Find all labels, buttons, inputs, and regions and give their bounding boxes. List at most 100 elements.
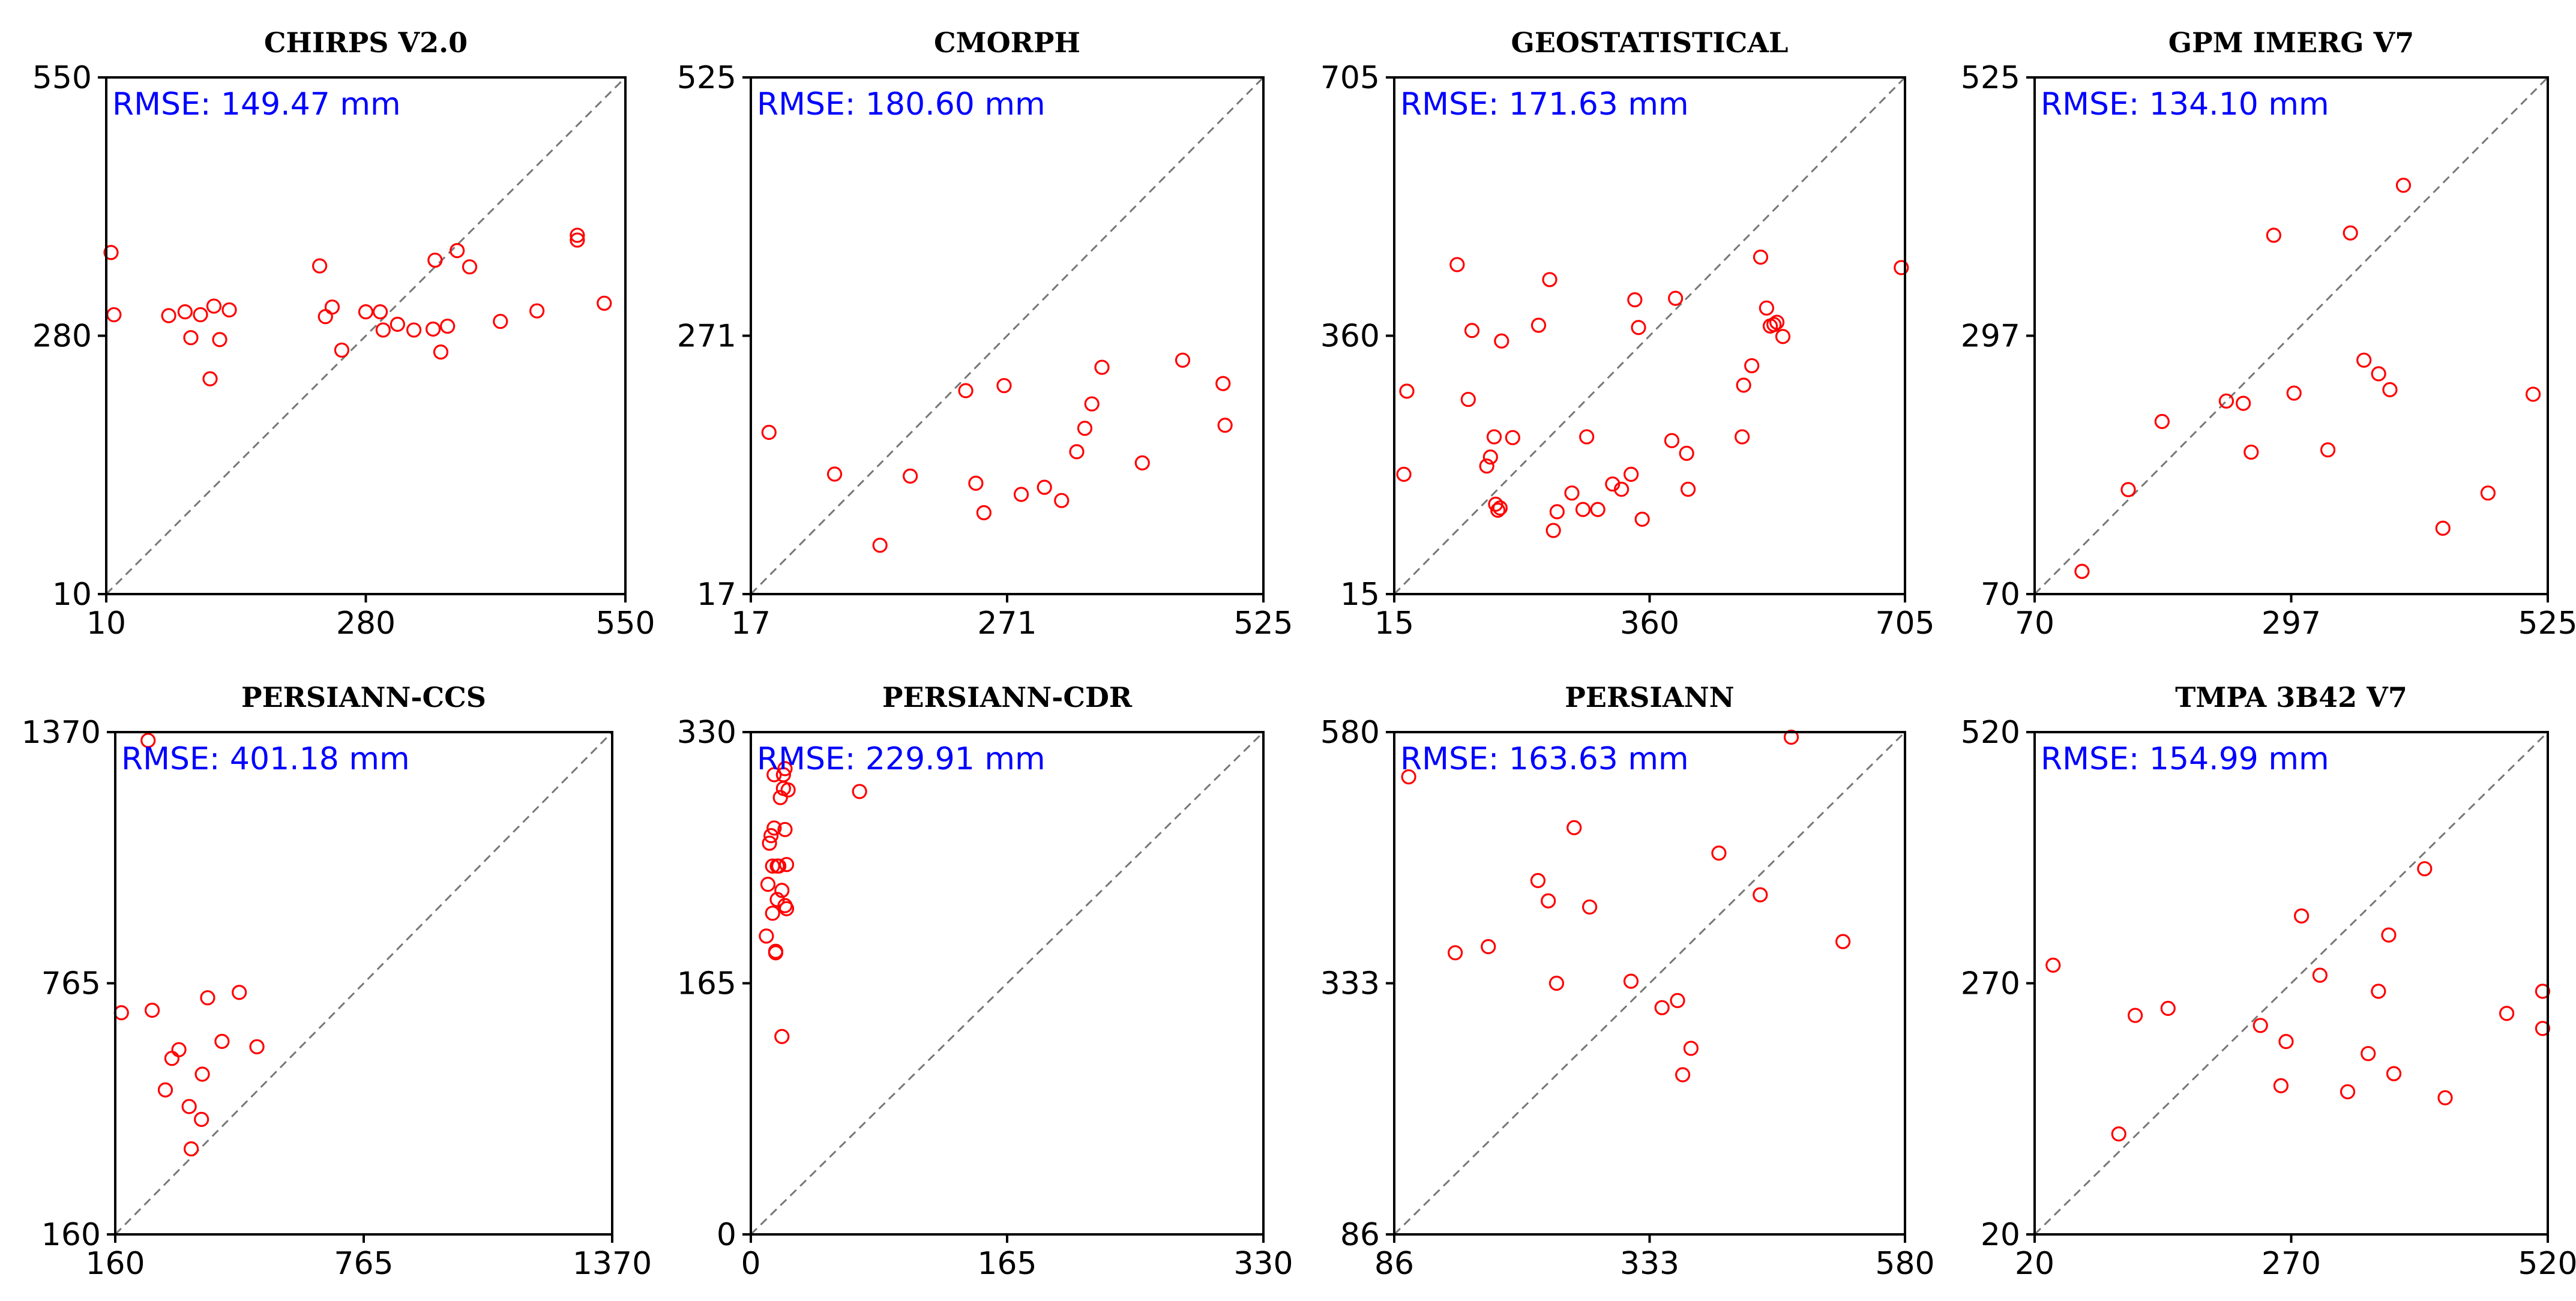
- data-point: [1013, 487, 1029, 502]
- y-tick-label: 333: [1320, 966, 1380, 1002]
- data-point: [2045, 957, 2061, 973]
- data-point: [1631, 320, 1646, 335]
- data-point: [2127, 1008, 2143, 1023]
- data-point: [1094, 359, 1110, 375]
- panel-title: GEOSTATISTICAL: [1511, 26, 1789, 59]
- y-tick-label: 160: [41, 1217, 101, 1253]
- data-point: [774, 883, 790, 898]
- data-point: [2236, 395, 2251, 411]
- data-point: [1037, 479, 1052, 495]
- data-point: [427, 252, 443, 268]
- data-point: [1215, 376, 1231, 391]
- data-point: [1492, 500, 1508, 516]
- scatter-panel: CHIRPS V2.0 10 280 550 10 280 550 RMSE: 149.47 …: [32, 26, 655, 641]
- data-point: [1634, 511, 1650, 527]
- data-point: [774, 1029, 790, 1044]
- data-point: [1479, 458, 1494, 474]
- data-point: [1542, 272, 1557, 287]
- data-point: [181, 1099, 197, 1114]
- data-point: [1775, 329, 1791, 344]
- y-tick-label: 1370: [22, 715, 101, 751]
- rmse-annotation: RMSE: 163.63 mm: [1400, 741, 1689, 777]
- data-point: [1624, 466, 1639, 482]
- data-point: [2120, 482, 2136, 497]
- data-point: [903, 468, 918, 484]
- rmse-annotation: RMSE: 180.60 mm: [757, 86, 1046, 122]
- x-tick-label: 333: [1620, 1246, 1679, 1282]
- rmse-annotation: RMSE: 134.10 mm: [2041, 86, 2329, 122]
- data-point: [2074, 563, 2090, 579]
- data-point: [372, 304, 388, 320]
- data-point: [768, 943, 784, 959]
- one-to-one-line: [1393, 76, 1906, 595]
- data-point: [1054, 493, 1070, 508]
- data-point: [2294, 908, 2310, 924]
- data-point: [2160, 1000, 2176, 1016]
- data-point: [1783, 729, 1799, 745]
- data-point: [1753, 887, 1768, 903]
- data-point: [1575, 502, 1591, 517]
- data-point: [2243, 444, 2259, 460]
- data-point: [2480, 485, 2496, 501]
- y-tick-label: 525: [677, 60, 736, 96]
- data-point: [872, 538, 888, 553]
- data-point: [778, 901, 795, 916]
- data-point: [2252, 1018, 2268, 1033]
- data-point: [1683, 1041, 1699, 1056]
- data-point: [106, 307, 122, 323]
- x-tick-label: 70: [2015, 605, 2054, 641]
- data-point: [1675, 1067, 1691, 1083]
- data-point: [968, 475, 984, 491]
- data-point: [1401, 769, 1416, 785]
- data-point: [766, 820, 782, 836]
- data-point: [183, 1141, 199, 1157]
- y-tick-label: 550: [32, 60, 92, 96]
- data-point: [406, 322, 422, 338]
- x-tick-label: 1370: [573, 1246, 652, 1282]
- scatter-panel: GEOSTATISTICAL 15 360 705 15 360 705 RMSE: 171.…: [1320, 26, 1935, 641]
- data-point: [777, 822, 793, 837]
- data-point: [1679, 445, 1694, 461]
- data-point: [772, 790, 788, 805]
- y-tick-label: 765: [41, 966, 101, 1002]
- panel-title: PERSIANN-CDR: [882, 681, 1133, 714]
- data-point: [1490, 502, 1506, 518]
- rmse-annotation: RMSE: 401.18 mm: [121, 741, 410, 777]
- data-point: [1505, 430, 1520, 445]
- x-tick-label: 0: [741, 1246, 760, 1282]
- one-to-one-line: [2033, 731, 2549, 1236]
- y-tick-label: 271: [677, 319, 736, 355]
- data-point: [1581, 899, 1598, 915]
- data-point: [212, 332, 227, 347]
- data-point: [2340, 1084, 2356, 1099]
- data-point: [852, 784, 867, 799]
- data-point: [232, 985, 247, 1000]
- data-point: [1735, 429, 1750, 445]
- data-point: [194, 1066, 210, 1082]
- data-point: [157, 1082, 173, 1098]
- data-point: [1753, 249, 1769, 265]
- y-tick-label: 165: [677, 966, 736, 1002]
- data-point: [312, 258, 328, 274]
- scatter-panel: PERSIANN-CCS 160 765 1370 160 765 1370 RMSE: 40…: [22, 681, 652, 1282]
- data-point: [958, 383, 974, 398]
- y-tick-label: 705: [1320, 60, 1380, 96]
- x-tick-label: 86: [1374, 1246, 1414, 1282]
- x-tick-label: 20: [2015, 1246, 2054, 1282]
- data-point: [763, 828, 779, 844]
- data-point: [317, 309, 333, 325]
- data-point: [2320, 442, 2336, 458]
- data-point: [334, 342, 350, 358]
- data-point: [144, 1002, 160, 1018]
- x-tick-label: 705: [1875, 605, 1934, 641]
- data-point: [1494, 333, 1509, 349]
- data-point: [1668, 290, 1684, 306]
- data-point: [1614, 481, 1630, 497]
- data-point: [1448, 945, 1463, 961]
- data-point: [1217, 418, 1233, 433]
- data-point: [2361, 1046, 2376, 1062]
- data-point: [1541, 893, 1556, 909]
- x-tick-label: 360: [1620, 605, 1679, 641]
- data-point: [1759, 300, 1774, 316]
- data-point: [200, 990, 215, 1006]
